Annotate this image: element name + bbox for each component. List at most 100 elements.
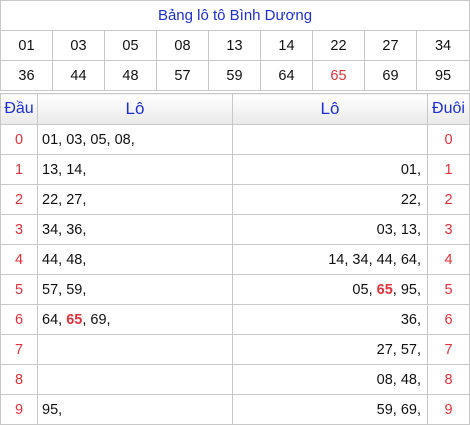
- lotto-number: 14: [260, 30, 313, 61]
- dau-duoi-rows: 0 01, 03, 05, 08, 0 1 13, 14, 01, 1 2 22, 27, 22,…: [0, 124, 470, 425]
- lo-number: 05: [90, 131, 107, 148]
- lo-number: 22: [400, 191, 417, 208]
- lo-number: 27: [66, 191, 83, 208]
- lo-number: 44: [42, 251, 59, 268]
- lo-number: 65: [376, 281, 393, 298]
- lo-number: 03: [66, 131, 83, 148]
- header-lo-right: Lô: [232, 93, 428, 125]
- lo-number: 22: [42, 191, 59, 208]
- dau-digit: 5: [0, 274, 38, 305]
- dau-digit: 4: [0, 244, 38, 275]
- header-duoi: Đuôi: [427, 93, 470, 125]
- dau-lo-list: 34, 36,: [37, 214, 233, 245]
- dau-lo-list: 64, 65, 69,: [37, 304, 233, 335]
- duoi-lo-list: 03, 13,: [232, 214, 428, 245]
- duoi-digit: 1: [427, 154, 470, 185]
- lotto-number: 03: [52, 30, 105, 61]
- lo-number: 14: [66, 161, 83, 178]
- dau-lo-list: 44, 48,: [37, 244, 233, 275]
- lo-number: 59: [66, 281, 83, 298]
- lo-number: 01: [42, 131, 59, 148]
- lotto-number: 34: [415, 30, 470, 61]
- duoi-digit: 9: [427, 394, 470, 425]
- duoi-digit: 6: [427, 304, 470, 335]
- dau-duoi-row: 2 22, 27, 22, 2: [0, 184, 470, 215]
- duoi-lo-list: 27, 57,: [232, 334, 428, 365]
- lotto-number: 05: [104, 30, 157, 61]
- duoi-lo-list: 59, 69,: [232, 394, 428, 425]
- lotto-number: 22: [312, 30, 365, 61]
- duoi-lo-list: 05, 65, 95,: [232, 274, 428, 305]
- lotto-number: 48: [104, 60, 157, 91]
- duoi-digit: 2: [427, 184, 470, 215]
- numbers-row-2: 36 44 48 57 59 64 65 69 95: [0, 60, 470, 91]
- duoi-lo-list: 01,: [232, 154, 428, 185]
- lo-number: 69: [90, 311, 107, 328]
- lotto-number: 95: [415, 60, 470, 91]
- dau-digit: 2: [0, 184, 38, 215]
- dau-duoi-row: 7 27, 57, 7: [0, 334, 470, 365]
- board-title: Bảng lô tô Bình Dương: [0, 0, 470, 31]
- lo-number: 36: [66, 221, 83, 238]
- lo-number: 95: [400, 281, 417, 298]
- dau-duoi-row: 6 64, 65, 69, 36, 6: [0, 304, 470, 335]
- dau-digit: 3: [0, 214, 38, 245]
- lo-number: 95: [42, 401, 59, 418]
- lo-number: 01: [400, 161, 417, 178]
- duoi-lo-list: 08, 48,: [232, 364, 428, 395]
- lotto-number: 57: [156, 60, 209, 91]
- lo-number: 64: [400, 251, 417, 268]
- dau-duoi-row: 3 34, 36, 03, 13, 3: [0, 214, 470, 245]
- dau-lo-list: 13, 14,: [37, 154, 233, 185]
- lo-number: 36: [400, 311, 417, 328]
- lo-number: 65: [66, 311, 83, 328]
- lo-number: 08: [114, 131, 131, 148]
- lotto-number: 13: [208, 30, 261, 61]
- lotto-number: 64: [260, 60, 313, 91]
- numbers-row-1: 01 03 05 08 13 14 22 27 34: [0, 30, 470, 61]
- lo-number: 64: [42, 311, 59, 328]
- lo-number: 44: [376, 251, 393, 268]
- dau-digit: 8: [0, 364, 38, 395]
- lo-number: 34: [352, 251, 369, 268]
- lotto-number: 27: [364, 30, 417, 61]
- duoi-digit: 3: [427, 214, 470, 245]
- lotto-number: 44: [52, 60, 105, 91]
- dau-duoi-table: Đầu Lô Lô Đuôi 0 01, 03, 05, 08, 0 1 13, 14,…: [0, 93, 470, 425]
- dau-digit: 7: [0, 334, 38, 365]
- duoi-lo-list: [232, 124, 428, 155]
- dau-duoi-row: 0 01, 03, 05, 08, 0: [0, 124, 470, 155]
- duoi-digit: 5: [427, 274, 470, 305]
- lotto-number: 69: [364, 60, 417, 91]
- lo-number: 03: [376, 221, 393, 238]
- duoi-lo-list: 14, 34, 44, 64,: [232, 244, 428, 275]
- results-table: Bảng lô tô Bình Dương 01 03 05 08 13 14 22 27 34…: [0, 0, 470, 91]
- dau-duoi-row: 9 95, 59, 69, 9: [0, 394, 470, 425]
- duoi-lo-list: 22,: [232, 184, 428, 215]
- duoi-lo-list: 36,: [232, 304, 428, 335]
- lo-number: 27: [376, 341, 393, 358]
- lo-number: 34: [42, 221, 59, 238]
- lo-number: 57: [400, 341, 417, 358]
- dau-duoi-row: 8 08, 48, 8: [0, 364, 470, 395]
- dau-digit: 0: [0, 124, 38, 155]
- dau-lo-list: 22, 27,: [37, 184, 233, 215]
- lo-number: 57: [42, 281, 59, 298]
- lotto-number: 01: [0, 30, 53, 61]
- lotto-number: 08: [156, 30, 209, 61]
- duoi-digit: 8: [427, 364, 470, 395]
- dau-duoi-row: 4 44, 48, 14, 34, 44, 64, 4: [0, 244, 470, 275]
- lotto-number: 36: [0, 60, 53, 91]
- lotto-number: 65: [312, 60, 365, 91]
- duoi-digit: 4: [427, 244, 470, 275]
- lo-number: 13: [400, 221, 417, 238]
- dau-digit: 9: [0, 394, 38, 425]
- dau-digit: 6: [0, 304, 38, 335]
- lo-number: 48: [66, 251, 83, 268]
- dau-lo-list: 01, 03, 05, 08,: [37, 124, 233, 155]
- dau-duoi-row: 5 57, 59, 05, 65, 95, 5: [0, 274, 470, 305]
- lo-number: 69: [400, 401, 417, 418]
- duoi-digit: 0: [427, 124, 470, 155]
- dau-lo-list: [37, 364, 233, 395]
